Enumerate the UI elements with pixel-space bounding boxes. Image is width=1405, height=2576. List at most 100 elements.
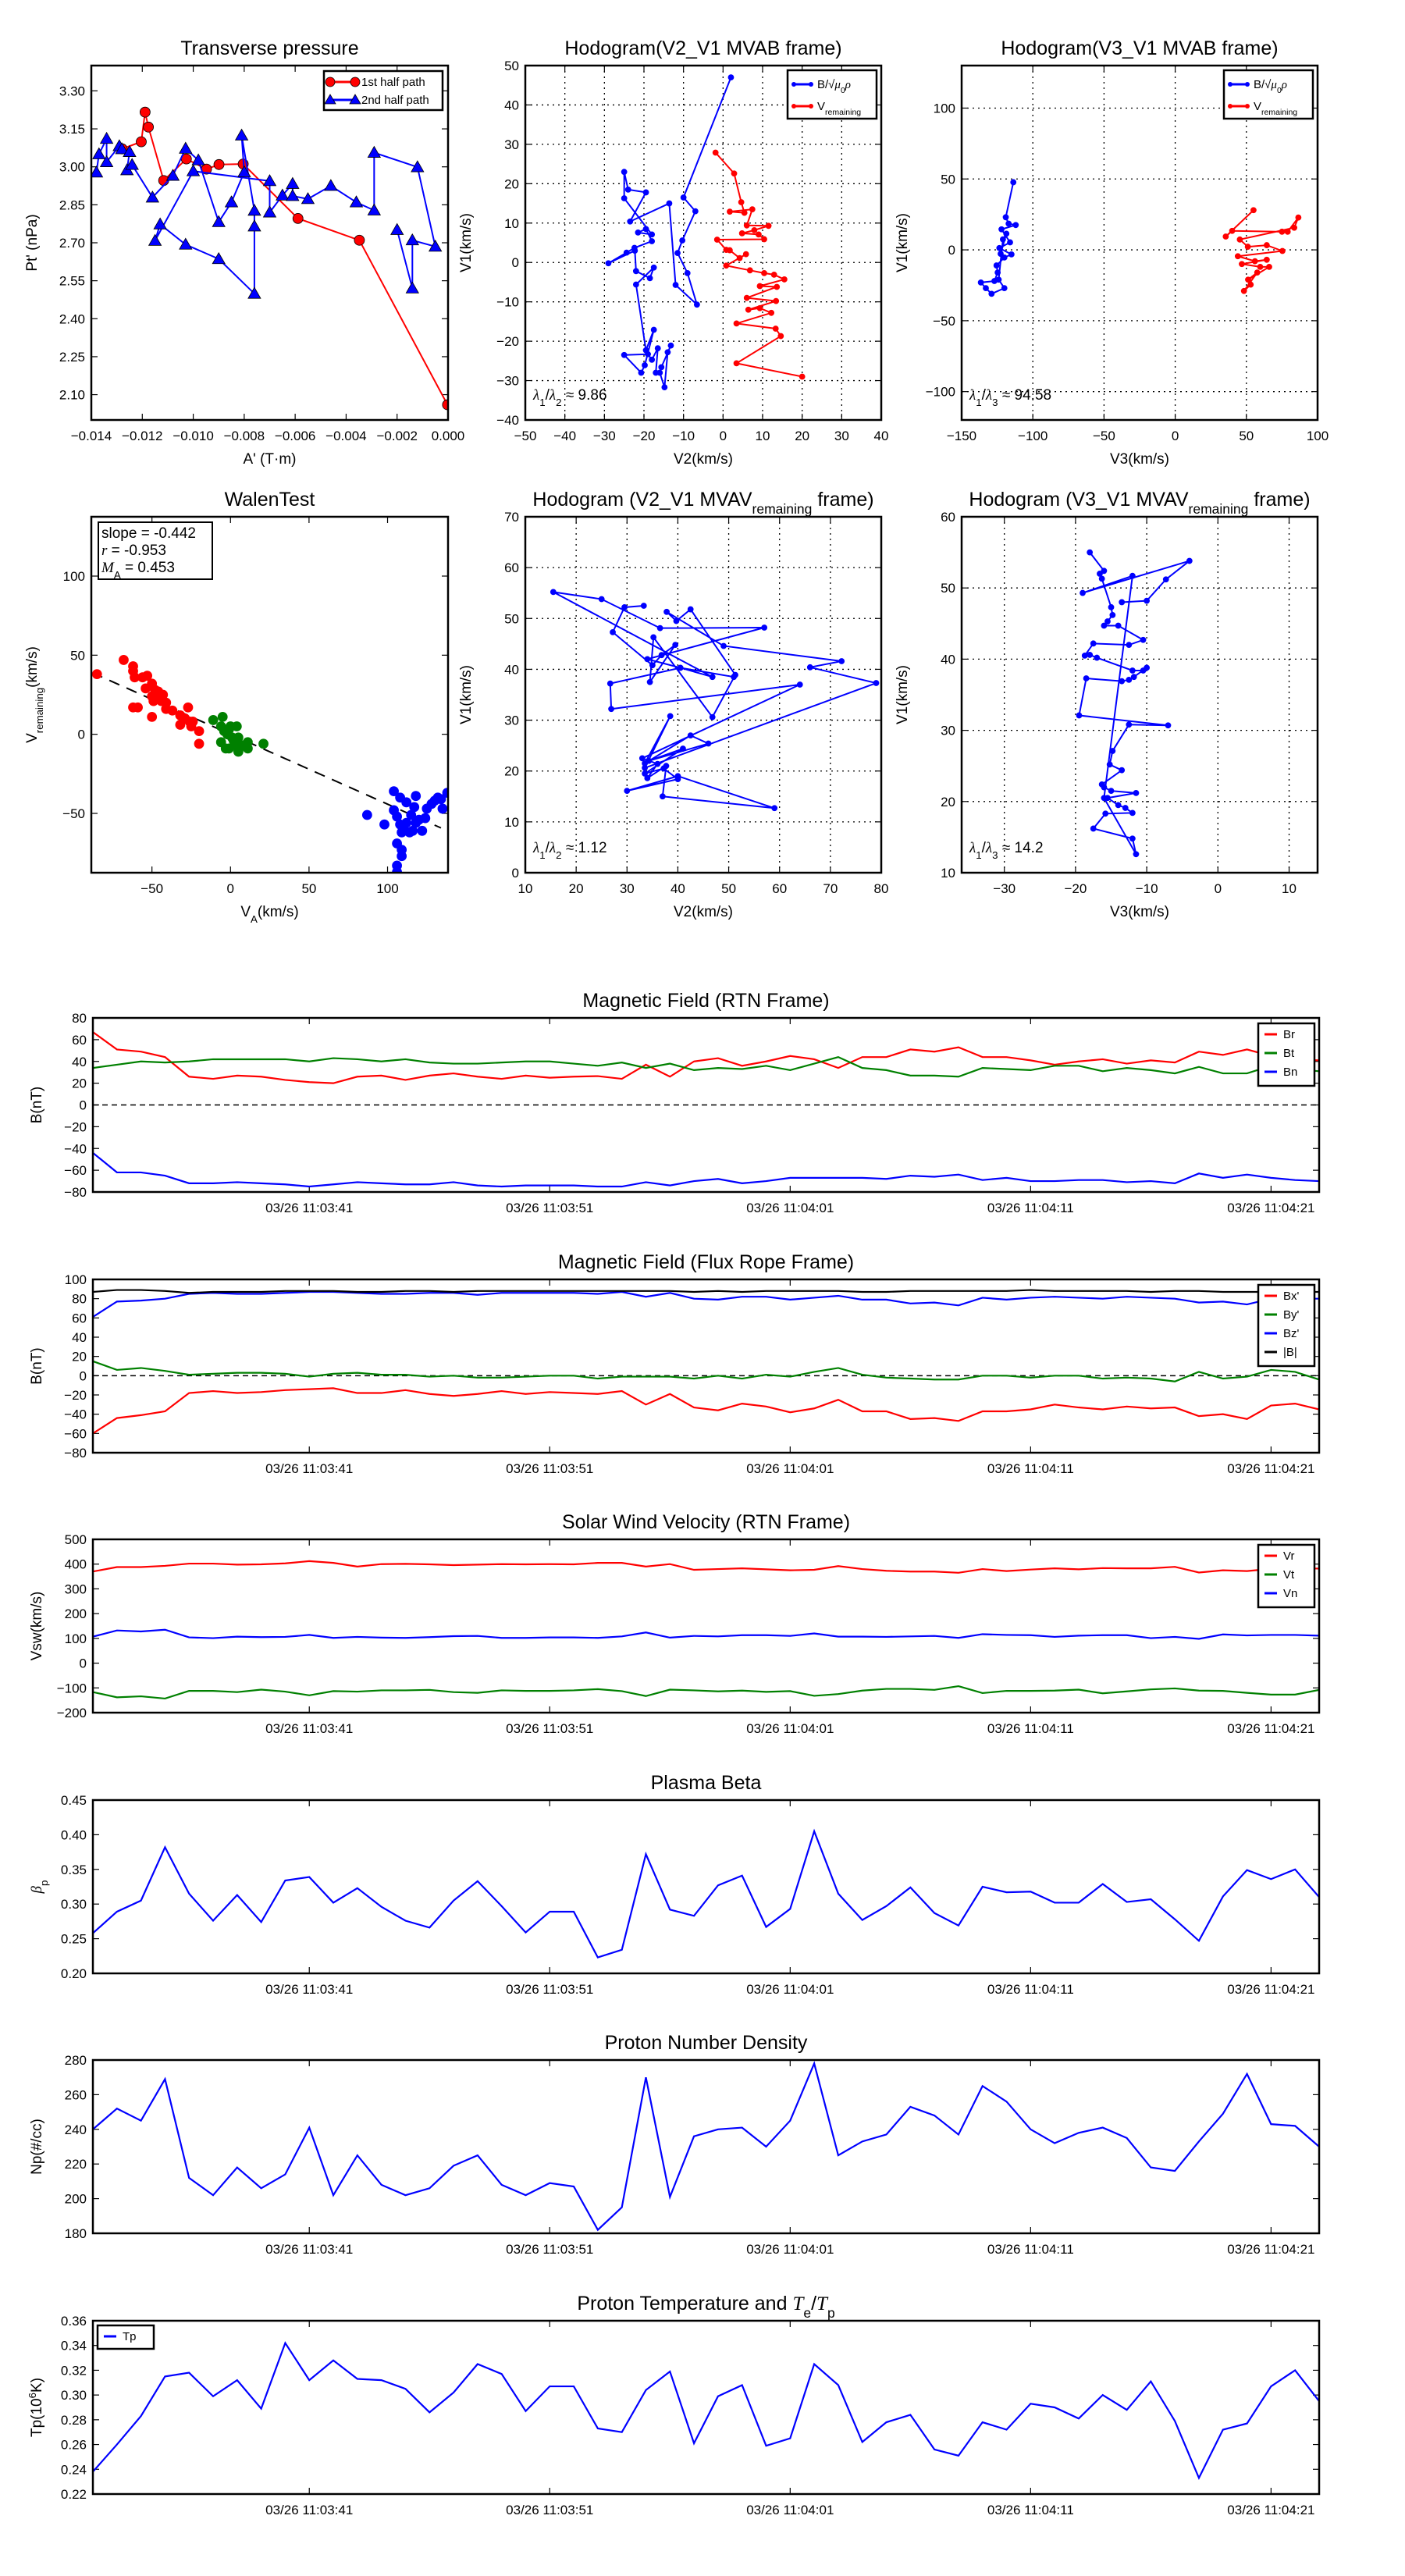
text-segment: ≈ 14.2: [998, 840, 1044, 856]
y-tick-label: −40: [496, 413, 519, 428]
series-b-rtn-0-line: [93, 1031, 1319, 1084]
math-segment: 1: [539, 397, 545, 408]
text-segment: = 0.453: [121, 560, 175, 576]
data-point: [145, 190, 160, 203]
data-point: [692, 208, 699, 215]
x-tick-label: 03/26 11:04:11: [987, 1982, 1074, 1997]
x-tick-label: −0.008: [224, 429, 265, 443]
x-tick-label: −0.014: [71, 429, 112, 443]
text-segment: /: [546, 387, 550, 404]
data-point: [143, 121, 155, 133]
legend-label: |B|: [1283, 1346, 1297, 1359]
y-tick-label: −40: [64, 1141, 87, 1156]
y-axis-label: Np(#/cc): [29, 2119, 45, 2175]
data-point: [1140, 636, 1147, 643]
text-segment: V1(km/s): [895, 665, 911, 724]
plot-marks: [93, 2341, 1319, 2481]
x-tick-label: 0: [720, 429, 727, 443]
x-tick-label: 03/26 11:04:21: [1227, 2242, 1314, 2257]
chart-title: Plasma Beta: [651, 1772, 762, 1794]
data-point: [179, 141, 193, 154]
y-tick-label: 200: [65, 1606, 87, 1621]
data-point: [1076, 712, 1083, 719]
data-point: [187, 717, 198, 727]
text-segment: By': [1283, 1308, 1300, 1322]
y-tick-label: 100: [63, 569, 85, 584]
math-segment: λ: [985, 387, 992, 404]
chart-hodo-v3-mvav: Hodogram (V3_V1 MVAVremaining frame) −30 −…: [895, 489, 1319, 920]
data-point: [736, 254, 743, 262]
data-point: [1119, 767, 1126, 774]
text-segment: B(nT): [29, 1347, 45, 1385]
plot-area: [525, 517, 881, 873]
data-point: [1126, 676, 1133, 683]
data-point: [436, 794, 446, 805]
y-tick-label: 0.20: [61, 1966, 87, 1981]
data-point: [642, 226, 649, 233]
text-segment: B(nT): [29, 1087, 45, 1124]
data-point: [1222, 233, 1229, 240]
y-tick-label: 0.28: [61, 2413, 87, 2428]
data-point: [667, 342, 674, 349]
legend-label: Bt: [1283, 1047, 1295, 1060]
x-tick-label: 03/26 11:03:51: [506, 1201, 593, 1215]
data-point: [649, 356, 656, 363]
y-tick-label: 20: [504, 764, 519, 779]
data-point: [148, 233, 162, 246]
data-point: [999, 236, 1006, 243]
y-tick-label: −60: [64, 1163, 87, 1178]
data-point: [679, 237, 686, 244]
math-segment: 2: [556, 397, 561, 408]
y-tick-label: 280: [65, 2053, 87, 2068]
legend-label: Vremaining: [1254, 100, 1297, 117]
x-tick-label: 40: [874, 429, 889, 443]
data-point: [733, 360, 740, 367]
data-point: [727, 74, 735, 81]
data-point: [751, 226, 758, 233]
y-tick-label: −100: [57, 1681, 87, 1695]
text-segment: Vn: [1283, 1587, 1297, 1600]
data-point: [761, 236, 767, 243]
x-tick-label: 03/26 11:04:01: [746, 1461, 834, 1476]
data-point: [1094, 654, 1101, 661]
data-point: [183, 702, 194, 713]
data-point: [680, 745, 686, 752]
data-point: [147, 691, 158, 702]
x-tick-label: 03/26 11:03:51: [506, 1721, 593, 1736]
series-v-rtn-2-line: [93, 1628, 1319, 1640]
math-segment: λ: [549, 840, 556, 856]
axes-frame: [91, 1538, 1321, 1714]
plot-area: [93, 1279, 1319, 1453]
data-point: [709, 713, 716, 720]
legend-label: Bx': [1283, 1290, 1300, 1303]
legend-marker: [1245, 82, 1250, 87]
data-point: [123, 144, 137, 157]
y-tick-label: 0.26: [61, 2438, 87, 2453]
x-tick-label: −40: [553, 429, 576, 443]
math-segment: ρ: [1281, 79, 1287, 91]
legend-label: Bn: [1283, 1066, 1297, 1079]
x-tick-label: 30: [834, 429, 849, 443]
math-segment: λ: [985, 840, 992, 856]
data-point: [654, 760, 661, 767]
data-point: [1101, 795, 1108, 802]
data-point: [1129, 572, 1136, 579]
y-tick-label: 20: [504, 176, 519, 191]
y-tick-label: 0: [80, 1368, 87, 1383]
data-point: [623, 249, 630, 256]
text-segment: 1st half path: [361, 76, 425, 89]
y-tick-label: 2.55: [59, 274, 85, 289]
plot-area: [93, 2060, 1319, 2233]
y-tick-label: −10: [496, 295, 519, 310]
data-point: [661, 384, 668, 391]
y-tick-label: 80: [72, 1292, 87, 1307]
chart-title: Magnetic Field (RTN Frame): [582, 990, 829, 1012]
x-tick-label: 20: [569, 881, 584, 896]
data-point: [731, 674, 737, 681]
data-point: [624, 186, 631, 193]
y-tick-label: 0.40: [61, 1827, 87, 1842]
x-tick-label: 100: [1307, 429, 1329, 443]
data-point: [234, 128, 249, 141]
